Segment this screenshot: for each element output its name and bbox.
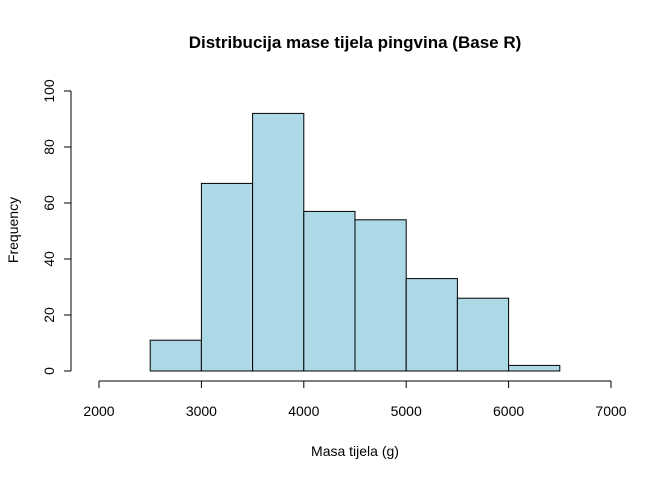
histogram-bar-4	[354, 219, 407, 372]
chart-title: Distribucija mase tijela pingvina (Base …	[189, 33, 522, 52]
y-tick-label: 40	[41, 251, 57, 267]
y-axis-label: Frequency	[5, 197, 21, 263]
x-tick-label: 5000	[391, 403, 422, 419]
x-tick-label: 6000	[493, 403, 524, 419]
y-tick-label: 80	[41, 139, 57, 155]
x-tick-label: 7000	[595, 403, 626, 419]
histogram-bar-5	[405, 278, 458, 372]
x-tick-label: 2000	[83, 403, 114, 419]
histogram-bar-1	[200, 182, 254, 372]
histogram-bar-2	[252, 112, 305, 372]
bars-group	[149, 112, 561, 372]
x-tick-label: 4000	[288, 403, 319, 419]
histogram-bar-0	[149, 339, 202, 372]
y-tick-label: 20	[41, 307, 57, 323]
y-axis: 0 20 40 60 80 100	[41, 79, 72, 375]
x-tick-label: 3000	[186, 403, 217, 419]
x-axis-label: Masa tijela (g)	[311, 443, 399, 459]
histogram-bar-6	[456, 297, 510, 372]
histogram-bar-7	[508, 364, 561, 372]
histogram-bar-3	[303, 210, 356, 372]
y-tick-label: 100	[41, 79, 57, 103]
y-tick-label: 60	[41, 195, 57, 211]
y-tick-label: 0	[41, 367, 57, 375]
x-axis: 2000 3000 4000 5000 6000 7000	[83, 380, 627, 419]
